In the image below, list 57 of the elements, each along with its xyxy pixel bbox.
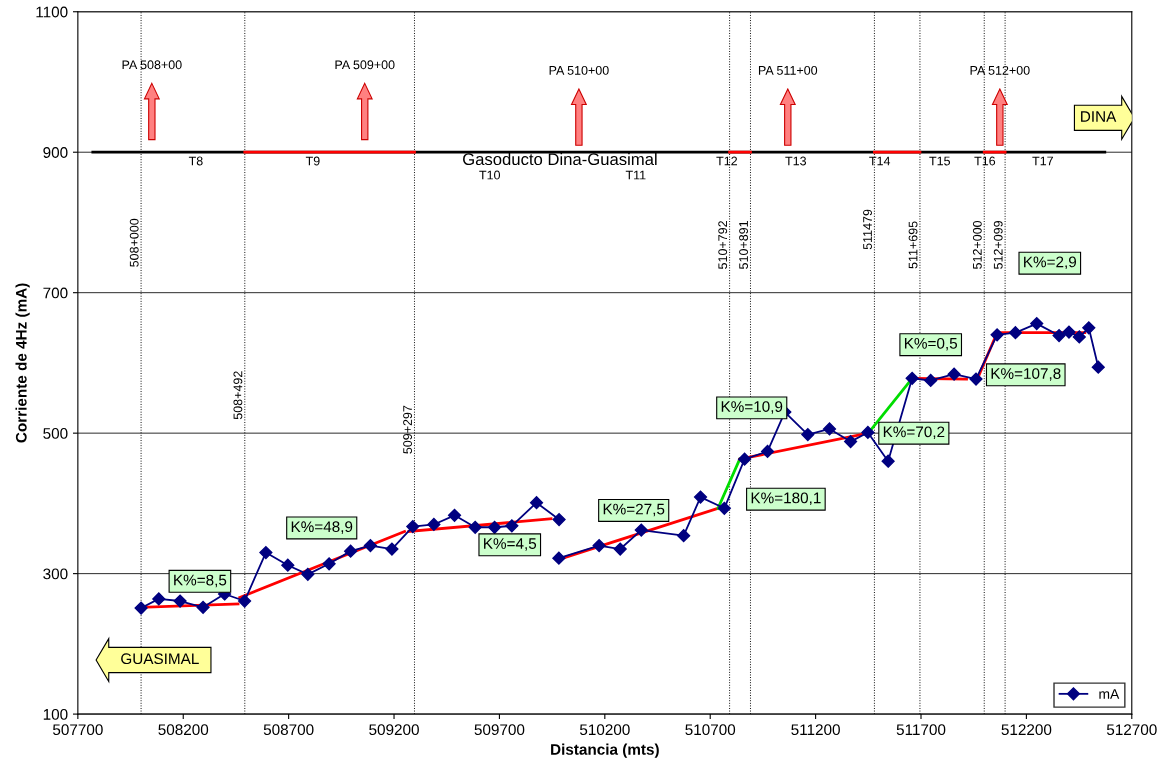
x-tick-label: 511700 [896, 724, 946, 736]
annotation: T11 [625, 170, 646, 180]
annotation: T12 [716, 156, 738, 166]
annotation: 508+492 [233, 371, 243, 420]
legend-label: mA [1099, 689, 1120, 699]
annotation: 508+000 [129, 218, 139, 267]
y-tick-label: 900 [43, 147, 68, 158]
x-tick-label: 510200 [579, 724, 630, 736]
annotation: Gasoducto Dina-Guasimal [463, 152, 657, 166]
annotation: K%=48,9 [291, 521, 353, 534]
annotation: T9 [305, 156, 320, 166]
annotation: 509+297 [403, 405, 413, 454]
annotation: PA 510+00 [549, 65, 609, 75]
annotation: T13 [785, 156, 807, 166]
annotation: K%=2,9 [1024, 256, 1077, 270]
x-tick-label: 508700 [263, 724, 314, 736]
annotation: K%=4,5 [484, 538, 537, 551]
annotation: 512+099 [993, 221, 1003, 269]
x-tick-label: 511200 [791, 724, 840, 736]
annotation: K%=70,2 [883, 426, 945, 440]
y-tick-label: 1100 [36, 6, 68, 18]
annotation: PA 509+00 [335, 60, 395, 70]
annotation: K%=10,9 [721, 401, 783, 414]
x-tick-label: 509700 [474, 724, 525, 736]
annotation: 511+695 [908, 221, 918, 269]
y-tick-label: 700 [43, 287, 68, 299]
annotation: T10 [479, 170, 501, 180]
x-tick-label: 507700 [52, 724, 103, 736]
annotation: T8 [188, 156, 203, 166]
annotation: K%=27,5 [603, 503, 665, 517]
ref-line-label: 511479 [863, 209, 872, 250]
y-tick-label: 500 [43, 428, 68, 439]
annotation: T16 [974, 156, 996, 166]
annotation: PA 511+00 [758, 65, 818, 75]
annotation: PA 512+00 [970, 65, 1030, 75]
x-axis-title: Distancia (mts) [551, 743, 659, 758]
annotation: K%=180,1 [751, 492, 821, 506]
annotation: GUASIMAL [121, 653, 199, 665]
annotation: 510+792 [718, 221, 728, 269]
x-tick-label: 508200 [158, 724, 209, 736]
y-axis-title: Corriente de 4Hz (mA) [15, 283, 30, 443]
x-tick-label: 512700 [1106, 724, 1157, 736]
x-tick-label: 509200 [369, 724, 419, 736]
y-tick-label: 300 [43, 568, 68, 580]
annotation: K%=107,8 [991, 368, 1061, 381]
annotation: K%=0,5 [904, 337, 958, 351]
annotation: K%=8,5 [174, 574, 227, 588]
annotation: 512+000 [972, 220, 982, 269]
x-tick-label: 510700 [685, 724, 736, 736]
annotation: T17 [1032, 156, 1053, 166]
annotation: DINA [1081, 111, 1117, 122]
y-tick-label: 100 [43, 708, 68, 720]
annotation: T14 [869, 156, 891, 166]
x-tick-label: 512200 [1001, 724, 1052, 736]
annotation: PA 508+00 [122, 60, 182, 70]
annotation: 510+891 [739, 221, 748, 269]
annotation: T15 [929, 156, 951, 166]
